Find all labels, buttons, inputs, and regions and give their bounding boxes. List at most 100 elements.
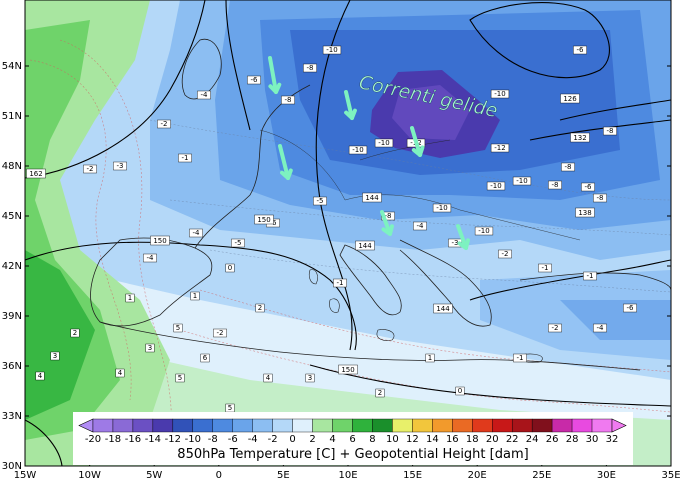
svg-text:-8: -8 [597,194,604,202]
colorbar-tick-label: -20 [85,434,101,445]
temperature-label: -1 [178,153,192,163]
temperature-label: 3 [50,351,60,361]
svg-text:-2: -2 [552,324,559,332]
colorbar-tick-label: 6 [349,434,355,445]
svg-text:-4: -4 [193,229,201,237]
colorbar-cell [232,418,253,433]
temperature-label: -2 [157,119,171,129]
temperature-label: -5 [313,196,327,206]
temperature-label: -6 [623,303,637,313]
svg-text:-5: -5 [317,197,324,205]
svg-text:-10: -10 [378,139,389,147]
colorbar-tick-label: 0 [289,434,295,445]
svg-text:-1: -1 [337,279,344,287]
temperature-label: -1 [513,353,527,363]
temperature-label: -8 [548,180,562,190]
svg-text:-3: -3 [452,239,459,247]
latitude-label: 48N [2,161,22,172]
temperature-label: 2 [255,303,265,313]
temperature-label: -10 [512,176,532,186]
temperature-label: 2 [70,328,80,338]
svg-text:-4: -4 [417,222,425,230]
colorbar-cell [472,418,493,433]
svg-text:-1: -1 [542,264,549,272]
height-label: 126 [560,93,580,104]
colorbar-tick-label: -8 [208,434,218,445]
svg-text:-2: -2 [161,120,168,128]
svg-text:5: 5 [176,324,180,332]
svg-text:-10: -10 [352,146,363,154]
temperature-label: -10 [322,45,342,55]
temperature-label: -1 [583,271,597,281]
longitude-label: 5E [277,470,290,481]
colorbar-cell [352,418,373,433]
longitude-label: 15W [14,470,37,481]
svg-text:126: 126 [563,95,577,103]
svg-text:3: 3 [53,352,57,360]
temperature-label: -10 [490,89,510,99]
temperature-label: -4 [197,90,211,100]
colorbar-right-arrow [611,418,627,433]
height-label: 150 [338,364,358,375]
temperature-label: 4 [115,368,125,378]
temperature-label: -2 [83,164,97,174]
svg-text:4: 4 [38,372,43,380]
height-label: 132 [570,132,590,143]
svg-text:-8: -8 [307,64,314,72]
temperature-label: -1 [538,263,552,273]
temperature-labels: -6-8-8-10-10-10-12-10-6-8-10-10-10-10-8-… [35,45,637,413]
temperature-label: 1 [190,291,200,301]
temperature-label: -4 [413,221,427,231]
svg-text:-5: -5 [235,239,242,247]
temperature-label: -10 [432,203,452,213]
temperature-label: 1 [425,353,435,363]
colorbar-cell [591,418,613,433]
height-label: 144 [362,192,382,203]
colorbar-tick-label: -2 [268,434,278,445]
svg-text:-4: -4 [201,91,209,99]
temperature-label: -10 [348,145,368,155]
longitude-label: 15E [403,470,422,481]
temperature-label: -5 [231,238,245,248]
svg-text:-12: -12 [494,144,505,152]
temperature-label: -8 [281,95,295,105]
temperature-label: -4 [143,253,157,263]
colorbar-tick-label: 4 [329,434,335,445]
svg-text:144: 144 [365,194,379,202]
svg-text:4: 4 [266,374,271,382]
temperature-label: 6 [200,353,210,363]
svg-text:138: 138 [578,209,591,217]
colorbar-tick-label: -16 [125,434,141,445]
svg-text:150: 150 [257,216,270,224]
colorbar-cell [212,418,233,433]
colorbar-cell [531,418,553,433]
colorbar-cell [192,418,213,433]
colorbar-cell [492,418,513,433]
svg-text:-10: -10 [478,227,489,235]
colorbar [78,418,627,433]
colorbar-tick-label: -6 [228,434,238,445]
temperature-field [25,0,671,466]
latitude-label: 36N [2,361,22,372]
colorbar-tick-label: 30 [586,434,599,445]
latitude-label: 54N [2,61,22,72]
temperature-label: 5 [175,373,185,383]
colorbar-tick-label: 32 [606,434,619,445]
temperature-label: -3 [113,161,127,171]
height-label: 144 [433,303,453,314]
temperature-label: -8 [561,162,575,172]
colorbar-cell [332,418,353,433]
latitude-label: 39N [2,311,22,322]
temperature-label: -4 [593,323,607,333]
colorbar-cell [571,418,593,433]
longitude-label: 0 [216,470,222,481]
svg-text:132: 132 [573,134,586,142]
svg-text:150: 150 [341,366,354,374]
svg-text:-4: -4 [597,324,605,332]
svg-text:144: 144 [436,305,450,313]
temperature-label: -4 [189,228,203,238]
temperature-label: -1 [333,278,347,288]
colorbar-cell [372,418,393,433]
